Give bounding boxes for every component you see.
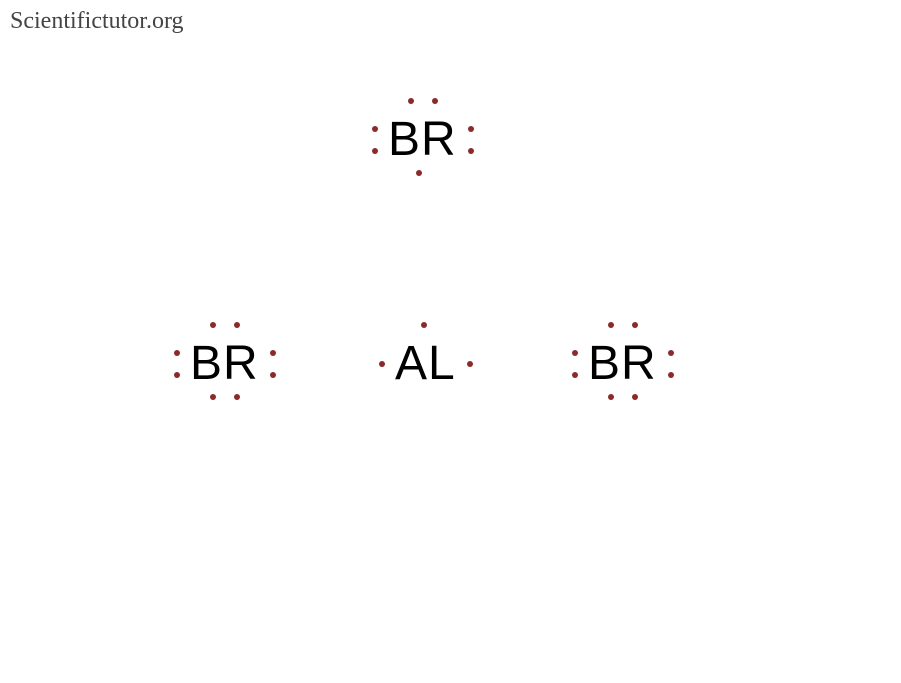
electron-dot-br-left-top-1 <box>234 322 240 328</box>
electron-dot-br-right-right-1 <box>668 372 674 378</box>
electron-dot-br-right-bottom-0 <box>608 394 614 400</box>
lewis-structure-diagram: BR BR AL BR <box>0 0 901 683</box>
electron-dot-br-top-right-0 <box>468 126 474 132</box>
electron-dot-br-left-top-0 <box>210 322 216 328</box>
electron-dot-br-left-right-1 <box>270 372 276 378</box>
electron-dot-al-center-right-0 <box>467 361 473 367</box>
electron-dot-br-right-right-0 <box>668 350 674 356</box>
electron-dot-br-top-top-0 <box>408 98 414 104</box>
electron-dot-br-top-right-1 <box>468 148 474 154</box>
electron-dot-br-right-left-1 <box>572 372 578 378</box>
electron-dot-br-right-bottom-1 <box>632 394 638 400</box>
electron-dot-br-left-left-1 <box>174 372 180 378</box>
atom-br-top: BR <box>388 112 457 167</box>
electron-dot-al-center-left-0 <box>379 361 385 367</box>
atom-al-center: AL <box>395 336 456 391</box>
electron-dot-br-top-left-1 <box>372 148 378 154</box>
electron-dot-br-right-top-1 <box>632 322 638 328</box>
electron-dot-br-left-right-0 <box>270 350 276 356</box>
atom-br-left: BR <box>190 336 259 391</box>
electron-dot-br-left-bottom-1 <box>234 394 240 400</box>
electron-dot-br-top-left-0 <box>372 126 378 132</box>
electron-dot-br-right-left-0 <box>572 350 578 356</box>
electron-dot-br-left-left-0 <box>174 350 180 356</box>
electron-dot-al-center-top-0 <box>421 322 427 328</box>
electron-dot-br-top-bottom-0 <box>416 170 422 176</box>
electron-dot-br-right-top-0 <box>608 322 614 328</box>
electron-dot-br-top-top-1 <box>432 98 438 104</box>
electron-dot-br-left-bottom-0 <box>210 394 216 400</box>
atom-br-right: BR <box>588 336 657 391</box>
